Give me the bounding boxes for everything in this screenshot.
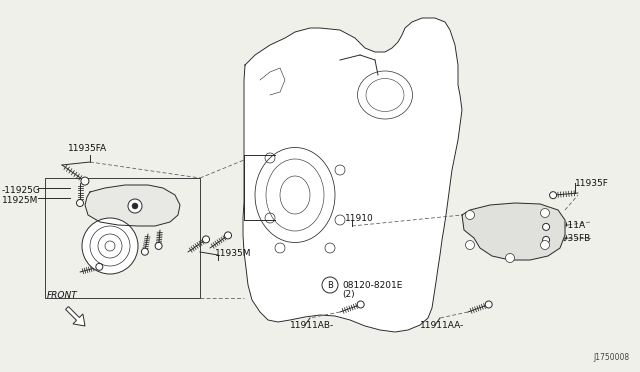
- Circle shape: [506, 253, 515, 263]
- Text: FRONT: FRONT: [47, 292, 77, 301]
- Circle shape: [96, 263, 103, 270]
- Text: 11911AA-: 11911AA-: [420, 321, 464, 330]
- Text: 11935F: 11935F: [575, 179, 609, 187]
- Text: 08120-8201E: 08120-8201E: [342, 280, 403, 289]
- Circle shape: [77, 199, 83, 206]
- Circle shape: [550, 192, 557, 199]
- Text: -11911A: -11911A: [548, 221, 586, 230]
- Circle shape: [128, 199, 142, 213]
- Circle shape: [543, 224, 550, 230]
- Circle shape: [465, 241, 474, 250]
- Text: 11925M: 11925M: [2, 196, 38, 205]
- Circle shape: [82, 218, 138, 274]
- Text: B: B: [327, 280, 333, 289]
- Circle shape: [541, 208, 550, 218]
- Circle shape: [225, 232, 232, 239]
- Circle shape: [132, 203, 138, 209]
- Text: 11911AB-: 11911AB-: [290, 321, 334, 330]
- Circle shape: [541, 241, 550, 250]
- Text: J1750008: J1750008: [594, 353, 630, 362]
- Circle shape: [465, 211, 474, 219]
- Text: -11935FB: -11935FB: [548, 234, 591, 243]
- Text: -11925G: -11925G: [2, 186, 41, 195]
- Polygon shape: [243, 18, 462, 332]
- Polygon shape: [85, 185, 180, 226]
- FancyArrow shape: [65, 307, 85, 326]
- Circle shape: [81, 177, 89, 185]
- Polygon shape: [462, 203, 565, 260]
- Text: 11910: 11910: [345, 214, 374, 222]
- Text: 11935M: 11935M: [215, 248, 252, 257]
- Circle shape: [357, 301, 364, 308]
- Circle shape: [543, 237, 550, 243]
- Text: (2): (2): [342, 291, 355, 299]
- Bar: [45, 178, 200, 298]
- Circle shape: [485, 301, 492, 308]
- Text: 11935FA: 11935FA: [68, 144, 107, 153]
- Circle shape: [202, 236, 209, 243]
- Circle shape: [155, 243, 162, 250]
- Circle shape: [141, 248, 148, 255]
